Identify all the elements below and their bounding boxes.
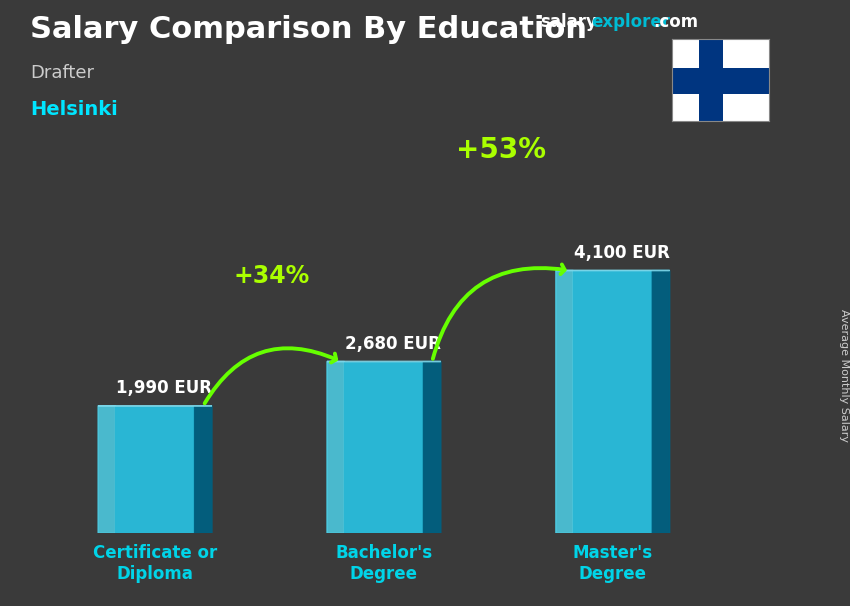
Polygon shape (556, 270, 573, 533)
Text: +34%: +34% (234, 264, 310, 288)
Text: explorer: explorer (591, 13, 670, 32)
Text: 1,990 EUR: 1,990 EUR (116, 379, 212, 398)
Bar (344, 362, 423, 533)
Bar (116, 406, 195, 533)
Bar (672, 68, 769, 94)
Text: Salary Comparison By Education: Salary Comparison By Education (30, 15, 586, 44)
Polygon shape (98, 406, 116, 533)
Polygon shape (327, 362, 344, 533)
Bar (699, 39, 723, 121)
Bar (573, 270, 652, 533)
Text: .com: .com (653, 13, 698, 32)
Text: +53%: +53% (456, 136, 546, 164)
Text: Average Monthly Salary: Average Monthly Salary (839, 309, 849, 442)
Polygon shape (195, 406, 212, 533)
Polygon shape (652, 270, 670, 533)
Text: 4,100 EUR: 4,100 EUR (574, 244, 670, 262)
Polygon shape (423, 362, 441, 533)
Text: Helsinki: Helsinki (30, 100, 117, 119)
Text: salary: salary (540, 13, 597, 32)
Text: 2,680 EUR: 2,680 EUR (344, 335, 440, 353)
Text: Drafter: Drafter (30, 64, 94, 82)
